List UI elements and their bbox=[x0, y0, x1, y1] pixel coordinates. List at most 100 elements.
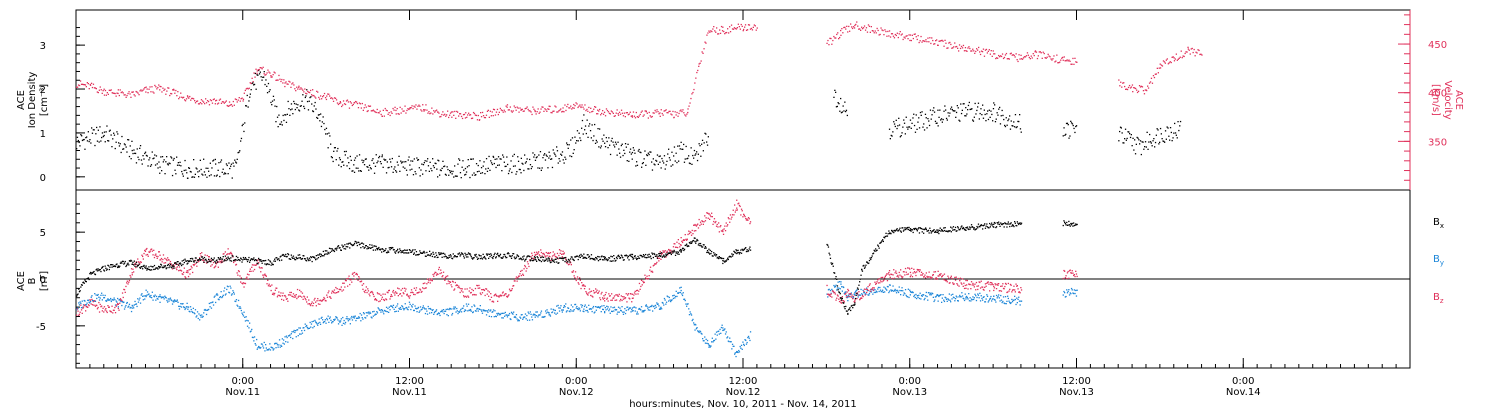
data-point bbox=[1196, 52, 1198, 54]
data-point bbox=[653, 264, 655, 266]
data-point bbox=[896, 127, 898, 130]
data-point bbox=[408, 301, 411, 303]
data-point bbox=[696, 159, 699, 162]
data-point bbox=[719, 32, 722, 34]
data-point bbox=[522, 110, 524, 112]
data-point bbox=[247, 88, 249, 90]
data-point bbox=[733, 214, 735, 216]
data-point bbox=[651, 161, 653, 163]
data-point bbox=[474, 305, 476, 307]
data-point bbox=[492, 156, 495, 158]
data-point bbox=[658, 257, 661, 259]
data-point bbox=[342, 282, 344, 284]
data-point bbox=[667, 296, 669, 298]
data-point bbox=[842, 32, 844, 34]
data-point bbox=[238, 97, 240, 99]
data-point bbox=[388, 311, 390, 313]
data-point bbox=[373, 110, 375, 112]
data-point bbox=[666, 112, 668, 114]
data-point bbox=[634, 290, 636, 292]
data-point bbox=[447, 280, 449, 282]
data-point bbox=[228, 105, 230, 107]
data-point bbox=[1144, 89, 1146, 91]
data-point bbox=[533, 313, 535, 315]
data-point bbox=[858, 291, 860, 293]
data-point bbox=[481, 292, 484, 294]
data-point bbox=[160, 296, 162, 298]
data-point bbox=[120, 91, 122, 94]
data-point bbox=[251, 77, 253, 79]
data-point bbox=[684, 114, 686, 116]
data-point bbox=[998, 54, 1000, 57]
data-point bbox=[506, 296, 509, 298]
data-point bbox=[136, 264, 138, 266]
data-point bbox=[490, 293, 492, 295]
data-point bbox=[513, 280, 515, 282]
data-point bbox=[497, 300, 499, 302]
data-point bbox=[293, 100, 295, 103]
data-point bbox=[661, 112, 663, 115]
data-point bbox=[922, 40, 924, 42]
data-point bbox=[120, 300, 122, 303]
data-point bbox=[704, 336, 706, 338]
data-point bbox=[181, 173, 184, 175]
data-point bbox=[535, 157, 537, 159]
data-point bbox=[171, 303, 174, 305]
data-point bbox=[412, 292, 414, 294]
data-point bbox=[514, 165, 516, 167]
data-point bbox=[311, 321, 313, 323]
data-point bbox=[162, 161, 164, 163]
data-point bbox=[94, 300, 96, 302]
data-point bbox=[895, 270, 897, 272]
data-point bbox=[692, 154, 694, 157]
data-point bbox=[673, 243, 675, 245]
data-point bbox=[213, 296, 215, 298]
data-point bbox=[861, 26, 863, 28]
data-point bbox=[299, 333, 301, 335]
data-point bbox=[170, 299, 172, 301]
data-point bbox=[971, 50, 973, 52]
data-point bbox=[332, 321, 334, 323]
data-point bbox=[845, 109, 848, 111]
data-point bbox=[490, 162, 493, 164]
data-point bbox=[281, 295, 283, 297]
data-point bbox=[583, 114, 585, 116]
data-point bbox=[139, 90, 141, 92]
data-point bbox=[119, 302, 121, 304]
data-point bbox=[589, 291, 591, 293]
data-point bbox=[630, 293, 632, 295]
data-point bbox=[595, 306, 597, 308]
data-point bbox=[1016, 59, 1018, 61]
data-point bbox=[362, 109, 364, 111]
data-point bbox=[494, 114, 497, 116]
data-point bbox=[649, 309, 651, 311]
data-point bbox=[1014, 298, 1016, 301]
data-point bbox=[463, 305, 465, 307]
data-point bbox=[911, 34, 913, 36]
data-point bbox=[915, 274, 917, 277]
data-point bbox=[110, 134, 112, 136]
data-point bbox=[579, 137, 581, 139]
data-point bbox=[613, 144, 615, 146]
data-point bbox=[1164, 130, 1167, 132]
data-point bbox=[230, 251, 232, 254]
data-point bbox=[307, 303, 309, 305]
data-point bbox=[508, 109, 510, 111]
data-point bbox=[221, 101, 224, 103]
data-point bbox=[187, 270, 189, 272]
data-point bbox=[717, 330, 719, 333]
data-point bbox=[951, 277, 953, 280]
data-point bbox=[227, 286, 229, 288]
data-point bbox=[985, 298, 987, 300]
data-point bbox=[603, 295, 605, 297]
data-point bbox=[918, 270, 921, 273]
data-point bbox=[195, 167, 197, 169]
data-point bbox=[599, 299, 602, 301]
data-point bbox=[455, 117, 457, 119]
data-point bbox=[934, 271, 937, 273]
data-point bbox=[668, 110, 670, 113]
data-point bbox=[891, 289, 893, 292]
data-point bbox=[334, 318, 336, 320]
data-point bbox=[493, 162, 495, 165]
data-point bbox=[1154, 141, 1157, 144]
